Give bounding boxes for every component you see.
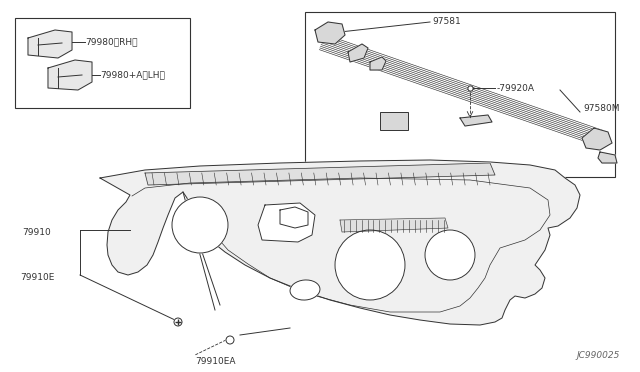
Text: 97581: 97581 (432, 16, 461, 26)
Text: 97580M: 97580M (583, 103, 620, 112)
Bar (305, 12, 615, 177)
Polygon shape (48, 60, 92, 90)
Polygon shape (28, 30, 72, 58)
Polygon shape (258, 203, 315, 242)
Bar (380, 112, 408, 130)
Bar (15, 18, 190, 108)
Text: 79910: 79910 (22, 228, 51, 237)
Text: 79910E: 79910E (20, 273, 54, 282)
Polygon shape (348, 44, 368, 62)
Polygon shape (370, 57, 386, 70)
Polygon shape (315, 22, 345, 44)
Circle shape (335, 230, 405, 300)
Polygon shape (100, 160, 580, 325)
Polygon shape (460, 115, 492, 126)
Circle shape (425, 230, 475, 280)
Ellipse shape (290, 280, 320, 300)
Polygon shape (145, 163, 495, 185)
Polygon shape (598, 152, 617, 163)
Polygon shape (280, 207, 308, 228)
Text: -79920A: -79920A (497, 83, 535, 93)
Text: 79980〈RH〉: 79980〈RH〉 (85, 38, 138, 46)
Text: 79980+A〈LH〉: 79980+A〈LH〉 (100, 71, 165, 80)
Text: 79910EA: 79910EA (195, 357, 236, 366)
Polygon shape (340, 218, 448, 232)
Polygon shape (582, 128, 612, 150)
Circle shape (174, 318, 182, 326)
Circle shape (226, 336, 234, 344)
Circle shape (172, 197, 228, 253)
Text: JC990025: JC990025 (577, 351, 620, 360)
